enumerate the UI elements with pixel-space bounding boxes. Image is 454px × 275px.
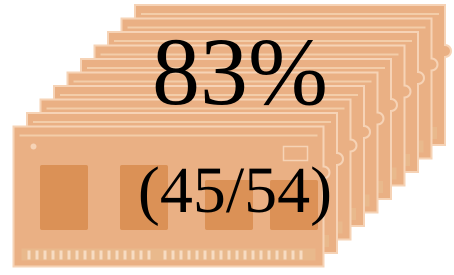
percentage: 83% [152, 18, 328, 125]
fraction: (45/54) [138, 154, 332, 227]
stat-graphic: 83% (45/54) [0, 0, 454, 275]
